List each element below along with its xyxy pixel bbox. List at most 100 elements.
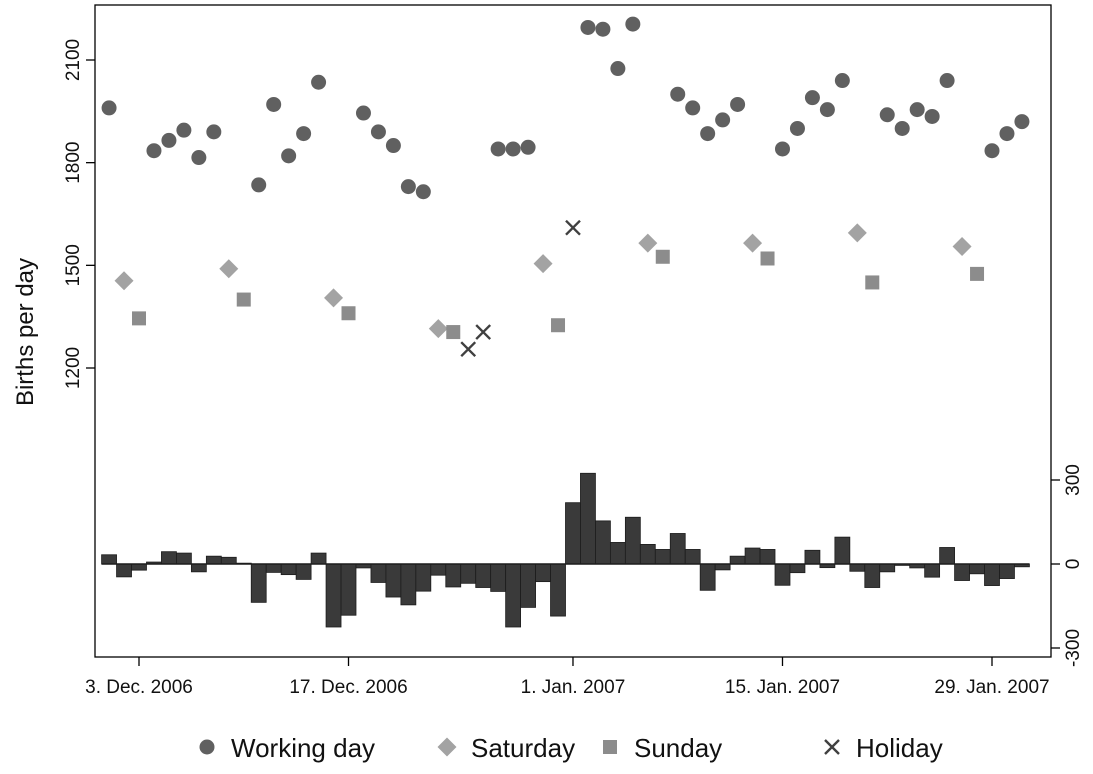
residual-bar-32: [565, 502, 581, 565]
residual-bar-37: [639, 544, 656, 565]
data-point-55: [909, 102, 925, 118]
residual-bar-40: [684, 549, 701, 565]
data-point-21: [400, 179, 416, 195]
residual-bar-58: [954, 563, 970, 581]
data-point-9: [219, 259, 239, 279]
residual-bar-3: [131, 563, 147, 571]
residual-bar-29: [520, 563, 536, 608]
residual-bar-24: [445, 563, 462, 588]
y-left-tick-label-2: 1500: [63, 244, 84, 286]
residual-bar-2: [116, 563, 132, 578]
data-point-56: [924, 108, 940, 124]
residual-bar-12: [265, 563, 282, 573]
data-point-40: [685, 100, 701, 116]
data-point-42: [715, 112, 731, 128]
data-point-11: [251, 177, 267, 193]
data-point-34: [595, 21, 611, 37]
data-point-43: [730, 96, 746, 112]
data-point-29: [520, 139, 536, 155]
residual-bar-57: [939, 547, 955, 565]
residual-bar-48: [804, 549, 821, 565]
legend-label-3: Sunday: [634, 733, 722, 763]
residual-bar-51: [849, 563, 866, 572]
data-point-33: [580, 19, 596, 35]
residual-bar-22: [415, 563, 432, 592]
data-point-57: [939, 73, 955, 89]
data-point-36: [625, 16, 641, 32]
data-point-37: [638, 233, 658, 253]
data-point-58: [952, 237, 972, 257]
data-point-39: [670, 86, 686, 102]
residual-bar-5: [161, 551, 177, 565]
residual-bar-50: [834, 536, 851, 565]
data-point-4: [146, 143, 162, 159]
data-point-25: [460, 341, 477, 358]
data-point-8: [206, 124, 222, 140]
data-point-38: [655, 249, 670, 264]
x-tick-label-3: 1. Jan. 2007: [521, 677, 626, 698]
data-point-18: [355, 105, 371, 121]
data-point-26: [475, 324, 492, 340]
residual-bar-61: [999, 563, 1015, 579]
residual-bar-28: [505, 563, 522, 628]
residual-bar-31: [550, 563, 566, 617]
legend-marker-2: [437, 737, 457, 757]
residual-bar-26: [475, 563, 492, 588]
residual-bar-6: [176, 552, 192, 565]
residual-bar-45: [759, 549, 776, 565]
y-right-tick-label-3: 300: [1063, 464, 1084, 496]
y-right-tick-label-2: 0: [1063, 559, 1084, 570]
data-point-28: [505, 141, 521, 157]
data-point-31: [551, 318, 566, 333]
residual-bar-56: [924, 563, 941, 578]
data-point-3: [132, 311, 146, 326]
legend-marker-1: [199, 739, 215, 755]
data-point-50: [834, 73, 850, 89]
data-point-22: [415, 184, 431, 200]
data-point-17: [341, 306, 356, 321]
data-point-54: [894, 120, 910, 136]
residual-bars: [101, 472, 1030, 628]
residual-bar-42: [714, 563, 731, 571]
data-point-45: [760, 251, 775, 266]
residual-bar-20: [385, 563, 402, 598]
data-point-53: [879, 107, 895, 123]
legend-label-2: Saturday: [471, 733, 575, 763]
legend-marker-3: [603, 740, 617, 754]
x-tick-label-2: 17. Dec. 2006: [289, 677, 407, 698]
residual-bar-21: [400, 563, 417, 606]
data-point-35: [610, 61, 626, 77]
data-point-5: [161, 132, 177, 148]
residual-bar-1: [101, 554, 117, 565]
data-point-41: [700, 126, 716, 142]
data-point-47: [789, 120, 805, 136]
residual-bar-46: [774, 563, 791, 586]
residual-bar-33: [580, 472, 596, 565]
residual-bar-39: [669, 533, 686, 565]
data-point-14: [296, 126, 312, 142]
residual-bar-60: [984, 563, 1000, 586]
y-right-tick-label-1: -300: [1063, 629, 1084, 667]
data-point-51: [847, 223, 867, 243]
residual-bar-59: [969, 563, 985, 575]
data-point-49: [819, 102, 835, 118]
data-point-15: [311, 74, 327, 90]
data-point-10: [236, 292, 251, 307]
data-points: [101, 16, 1030, 358]
residual-bar-30: [535, 563, 551, 583]
residual-bar-16: [325, 563, 342, 628]
residual-bar-41: [699, 563, 716, 591]
residual-bar-36: [624, 516, 641, 565]
x-tick-label-1: 3. Dec. 2006: [85, 677, 193, 698]
data-point-48: [804, 90, 820, 106]
residual-bar-7: [190, 563, 207, 573]
data-point-60: [984, 143, 1000, 159]
residual-bar-27: [490, 563, 507, 592]
data-point-61: [999, 126, 1015, 142]
legend: Working day Saturday Sunday Holiday: [199, 733, 943, 763]
residual-bar-52: [864, 563, 881, 588]
data-point-20: [385, 138, 401, 154]
x-tick-label-5: 29. Jan. 2007: [934, 677, 1049, 698]
residual-bar-23: [430, 563, 447, 576]
